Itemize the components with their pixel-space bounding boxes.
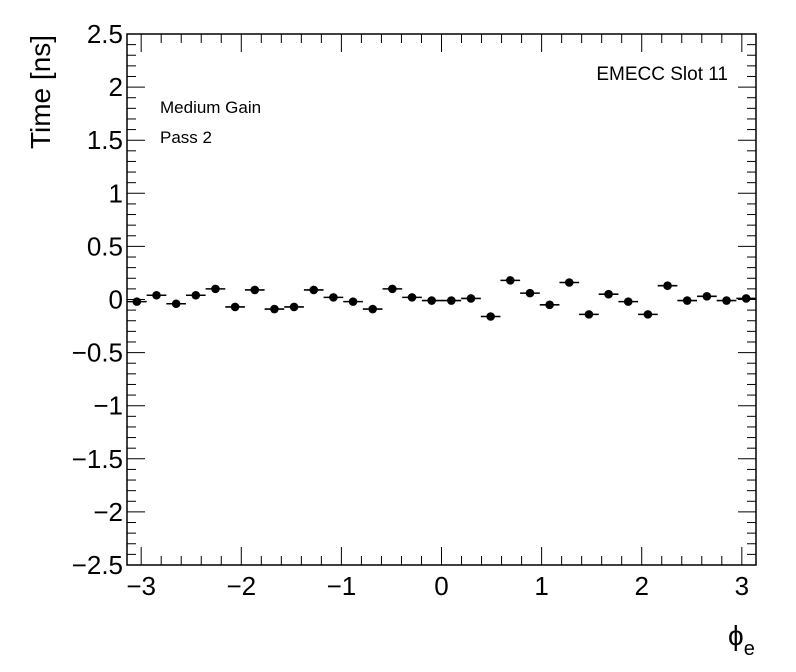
data-point bbox=[171, 299, 181, 309]
y-tick-label: 2.5 bbox=[87, 19, 123, 49]
y-axis-title: Time [ns] bbox=[25, 35, 56, 149]
data-point bbox=[270, 304, 279, 314]
data-point bbox=[132, 297, 142, 306]
data-point bbox=[211, 284, 220, 294]
pass-annotation: Pass 2 bbox=[160, 128, 212, 147]
data-point bbox=[663, 281, 672, 290]
data-point bbox=[525, 288, 535, 298]
x-tick-label: −1 bbox=[327, 571, 357, 601]
data-point bbox=[643, 310, 653, 319]
y-tick-label: −2.5 bbox=[72, 550, 123, 580]
y-tick-label: −1.5 bbox=[72, 444, 123, 474]
x-tick-label: 1 bbox=[534, 571, 548, 601]
data-point bbox=[604, 289, 613, 299]
x-tick-label: −3 bbox=[126, 571, 156, 601]
data-point bbox=[584, 310, 594, 319]
x-tick-label: 0 bbox=[434, 571, 448, 601]
data-point bbox=[368, 304, 378, 314]
data-point bbox=[682, 296, 692, 305]
x-tick-label: −2 bbox=[226, 571, 256, 601]
data-point bbox=[722, 296, 731, 305]
plot-frame bbox=[126, 33, 757, 566]
data-point bbox=[250, 285, 260, 295]
data-point bbox=[466, 294, 476, 303]
x-axis-title-subscript: e bbox=[744, 638, 755, 660]
data-point bbox=[447, 296, 456, 305]
x-axis-title: ϕe bbox=[728, 620, 755, 660]
data-point bbox=[564, 278, 574, 287]
y-tick-label: 0.5 bbox=[87, 231, 123, 261]
axis-ticks bbox=[127, 33, 756, 566]
data-point bbox=[152, 290, 161, 300]
data-point bbox=[486, 312, 495, 321]
y-tick-label: 1.5 bbox=[87, 125, 123, 155]
x-axis-title-main: ϕ bbox=[728, 620, 744, 651]
y-tick-label: 1 bbox=[109, 178, 123, 208]
data-point bbox=[230, 302, 240, 312]
data-point bbox=[388, 284, 397, 294]
data-point bbox=[348, 297, 358, 306]
data-point bbox=[741, 294, 751, 303]
y-tick-label: −2 bbox=[93, 497, 123, 527]
data-points bbox=[127, 276, 756, 321]
tick-labels: −2.5 −2 −1.5 −1 −0.5 0 0.5 1 1.5 2 2.5 −3 −2 −1 0 1 2 3 bbox=[72, 19, 749, 601]
data-point bbox=[623, 297, 633, 306]
x-tick-label: 3 bbox=[735, 571, 749, 601]
y-tick-label: −1 bbox=[93, 391, 123, 421]
data-point bbox=[427, 296, 436, 305]
gain-annotation: Medium Gain bbox=[160, 98, 261, 117]
y-tick-label: −0.5 bbox=[72, 338, 123, 368]
data-point bbox=[407, 293, 417, 302]
data-point bbox=[191, 290, 201, 300]
data-point bbox=[329, 293, 338, 302]
slot-annotation: EMECC Slot 11 bbox=[596, 64, 728, 85]
x-tick-label: 2 bbox=[634, 571, 648, 601]
y-tick-label: 0 bbox=[109, 285, 123, 315]
data-point bbox=[505, 276, 515, 285]
y-tick-label: 2 bbox=[109, 72, 123, 102]
data-point bbox=[309, 285, 319, 295]
data-point bbox=[289, 302, 299, 312]
data-point bbox=[702, 292, 712, 301]
data-point bbox=[545, 300, 554, 310]
